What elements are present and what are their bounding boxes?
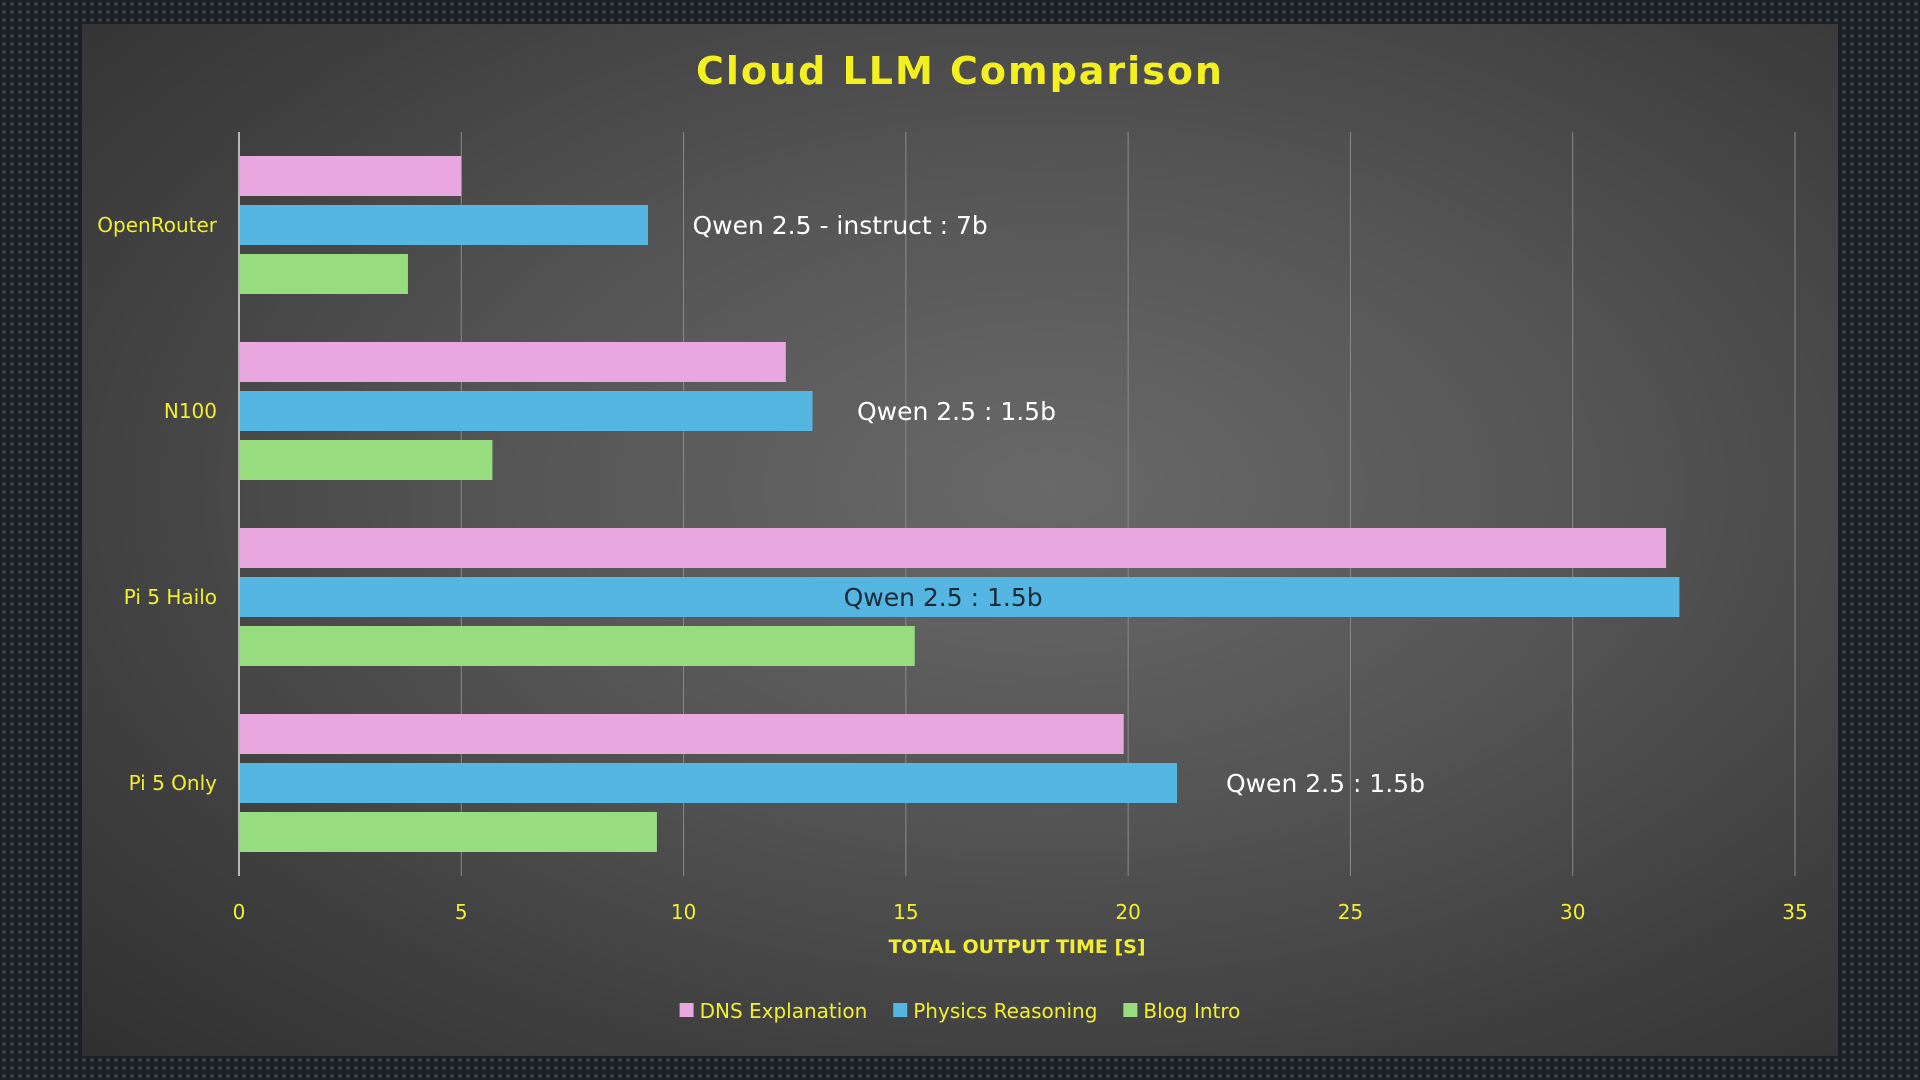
x-tick-label: 15 xyxy=(893,900,918,924)
bar xyxy=(240,714,1124,754)
bar xyxy=(240,205,649,245)
legend-swatch xyxy=(679,1003,694,1017)
bar xyxy=(240,391,813,431)
x-tick-label: 30 xyxy=(1560,900,1585,924)
x-tick-label: 10 xyxy=(671,900,696,924)
category-labels: OpenRouter N100 Pi 5 Hailo Pi 5 Only xyxy=(97,213,217,795)
x-tick-label: 25 xyxy=(1338,900,1363,924)
x-tick-labels: 0 5 10 15 20 25 30 35 xyxy=(233,900,1808,924)
bar-annotation: Qwen 2.5 : 1.5b xyxy=(1226,769,1425,798)
x-tick-label: 20 xyxy=(1115,900,1140,924)
legend-swatch xyxy=(1123,1003,1138,1017)
bar-annotation: Qwen 2.5 : 1.5b xyxy=(844,583,1043,612)
bar xyxy=(240,440,493,480)
category-label: N100 xyxy=(164,399,217,423)
category-label: Pi 5 Only xyxy=(129,771,218,795)
bar xyxy=(240,528,1667,568)
bar xyxy=(240,626,915,666)
chart-slide: Cloud LLM Comparison OpenRouter N100 Pi 5 … xyxy=(82,24,1838,1056)
legend[interactable]: DNS Explanation Physics Reasoning Blog Int… xyxy=(679,999,1241,1023)
x-axis-title: TOTAL OUTPUT TIME [S] xyxy=(888,936,1145,958)
bar xyxy=(240,342,786,382)
x-tick-label: 5 xyxy=(455,900,468,924)
bar xyxy=(240,763,1178,803)
x-tick-label: 0 xyxy=(233,900,246,924)
legend-item: DNS Explanation xyxy=(679,999,868,1023)
legend-label: DNS Explanation xyxy=(700,999,868,1023)
bar-annotation: Qwen 2.5 : 1.5b xyxy=(857,397,1056,426)
bars xyxy=(240,156,1680,852)
legend-item: Blog Intro xyxy=(1123,999,1240,1023)
legend-item: Physics Reasoning xyxy=(893,999,1097,1023)
chart-title: Cloud LLM Comparison xyxy=(696,49,1224,93)
x-tick-label: 35 xyxy=(1782,900,1807,924)
bar xyxy=(240,812,657,852)
legend-swatch xyxy=(893,1003,908,1017)
gridlines xyxy=(238,132,1796,876)
category-label: Pi 5 Hailo xyxy=(124,585,217,609)
legend-items: DNS Explanation Physics Reasoning Blog Int… xyxy=(679,999,1240,1023)
bar xyxy=(240,254,408,294)
bar-chart: Cloud LLM Comparison OpenRouter N100 Pi 5 … xyxy=(97,49,1808,1023)
bar-annotations: Qwen 2.5 - instruct : 7b Qwen 2.5 : 1.5b Q… xyxy=(692,211,1424,798)
bar xyxy=(240,577,1680,617)
category-label: OpenRouter xyxy=(97,213,217,237)
legend-label: Blog Intro xyxy=(1143,999,1240,1023)
bar xyxy=(240,156,462,196)
legend-label: Physics Reasoning xyxy=(913,999,1097,1023)
bar-annotation: Qwen 2.5 - instruct : 7b xyxy=(692,211,987,240)
